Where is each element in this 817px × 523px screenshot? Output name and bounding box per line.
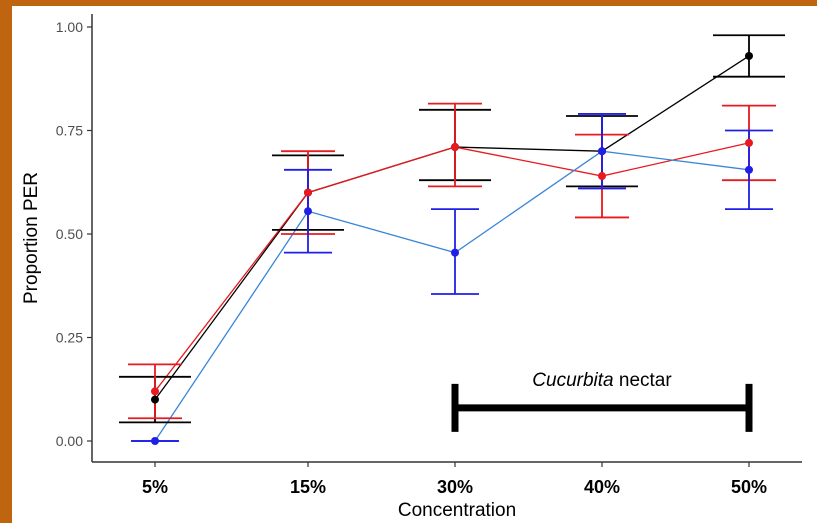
data-point xyxy=(451,143,459,152)
y-tick-label: 0.50 xyxy=(56,226,83,242)
error-bars xyxy=(119,34,785,442)
data-point xyxy=(151,395,159,404)
y-axis-title: Proportion PER xyxy=(21,172,42,304)
data-point xyxy=(151,387,159,396)
data-point xyxy=(598,147,606,156)
x-tick-label: 30% xyxy=(437,477,473,497)
x-axis-title: Concentration xyxy=(398,500,516,521)
y-tick-label: 1.00 xyxy=(56,19,83,35)
x-tick-label: 50% xyxy=(731,477,767,497)
chart-svg: 0.00 0.25 0.50 0.75 1.00 5% 15% 30% 40% 50% Cucu… xyxy=(21,14,802,521)
x-tick-label: 40% xyxy=(584,477,620,497)
data-point xyxy=(598,172,606,181)
x-tick-label: 15% xyxy=(290,477,326,497)
annotation-group: Cucurbita nectar xyxy=(451,370,753,432)
y-tick-label: 0.75 xyxy=(56,123,83,139)
annotation-label: Cucurbita nectar xyxy=(532,370,672,391)
y-ticks: 0.00 0.25 0.50 0.75 1.00 xyxy=(56,19,92,449)
x-ticks: 5% 15% 30% 40% 50% xyxy=(142,462,767,497)
data-points xyxy=(151,51,753,445)
data-point xyxy=(304,188,312,197)
data-point xyxy=(451,248,459,257)
data-point xyxy=(745,165,753,174)
data-point xyxy=(151,437,159,445)
axes xyxy=(91,14,802,463)
y-tick-label: 0.25 xyxy=(56,330,83,346)
series-line xyxy=(154,55,750,400)
x-tick-label: 5% xyxy=(142,477,168,497)
annotation-italic: Cucurbita xyxy=(532,370,613,391)
data-point xyxy=(304,207,312,216)
data-point xyxy=(745,51,753,60)
y-tick-label: 0.00 xyxy=(56,433,83,449)
chart-panel: 0.00 0.25 0.50 0.75 1.00 5% 15% 30% 40% 50% Cucu… xyxy=(12,6,817,523)
data-point xyxy=(745,138,753,147)
annotation-text: nectar xyxy=(614,370,673,391)
